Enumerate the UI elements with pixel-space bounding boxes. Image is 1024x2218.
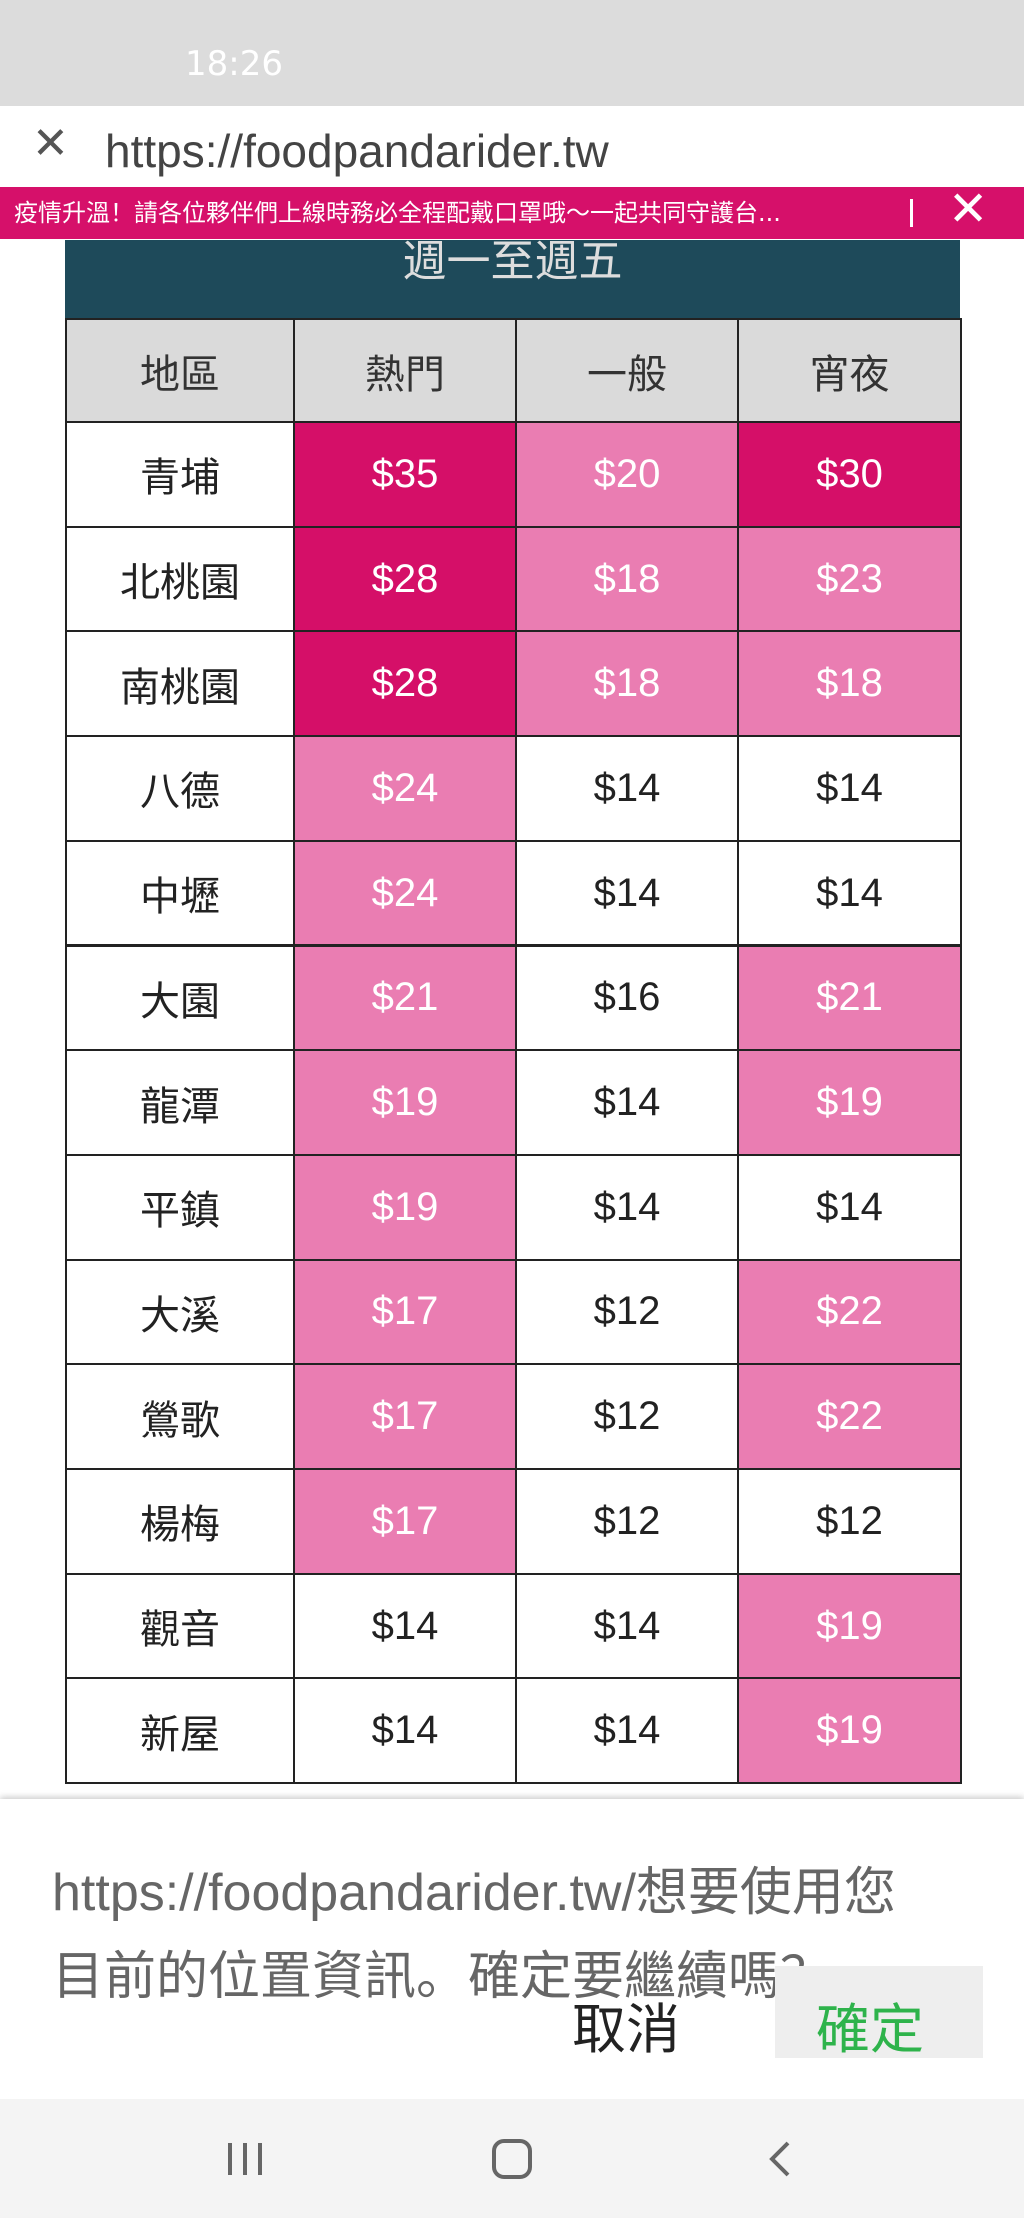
table-cell: $14 (515, 1049, 739, 1156)
table-cell: $17 (293, 1258, 517, 1366)
banner: 疫情升溫！請各位夥伴們上線時務必全程配戴口罩哦～一起共同守護台... ✕ (0, 183, 1024, 239)
table-cell: $28 (293, 525, 517, 633)
table-cell: $19 (293, 1153, 517, 1261)
close-button[interactable]: ✕ (32, 118, 69, 169)
url-bar (0, 106, 1024, 186)
banner-close[interactable]: ✕ (948, 181, 989, 237)
table-cell: $20 (515, 421, 739, 528)
status-bar: 18:26 (0, 0, 1024, 106)
table-cell: $14 (515, 839, 739, 947)
table-cell: $14 (293, 1677, 517, 1785)
table-cell: 楊梅 (65, 1468, 295, 1575)
table-cell: $14 (515, 735, 739, 842)
button-bg (775, 1966, 983, 2058)
table-cell: 一般 (515, 318, 739, 423)
home-icon[interactable] (492, 2139, 532, 2179)
table-cell: $14 (737, 839, 962, 947)
table-cell: 平鎮 (65, 1153, 295, 1261)
separator (910, 199, 913, 227)
table-cell: $14 (515, 1677, 739, 1785)
table-cell: $35 (293, 421, 517, 528)
table-cell: $19 (293, 1049, 517, 1156)
table-cell: $12 (515, 1258, 739, 1366)
banner-text: 疫情升溫！請各位夥伴們上線時務必全程配戴口罩哦～一起共同守護台... (14, 199, 781, 227)
nav-bar (0, 2099, 1024, 2218)
table-cell: $18 (737, 630, 962, 738)
table-cell: 大園 (65, 944, 295, 1052)
table-cell: $24 (293, 735, 517, 842)
url[interactable]: https://foodpandarider.tw (105, 125, 609, 177)
table-cell: $12 (737, 1468, 962, 1575)
table-cell: $21 (293, 944, 517, 1052)
table-cell: 中壢 (65, 839, 295, 947)
table-cell: 南桃園 (65, 630, 295, 738)
table-cell: 大溪 (65, 1258, 295, 1366)
table-cell: $23 (737, 525, 962, 633)
table-cell: 宵夜 (737, 318, 962, 423)
table-cell: $14 (737, 1153, 962, 1261)
table-cell: $18 (515, 525, 739, 633)
table-cell: $22 (737, 1363, 962, 1470)
table-cell: 青埔 (65, 421, 295, 528)
table-cell: 熱門 (293, 318, 517, 423)
table-cell: $14 (293, 1572, 517, 1680)
table-cell: $22 (737, 1258, 962, 1366)
permission-dialog: https://foodpandarider.tw/想要使用您目前的位置資訊。確… (0, 1799, 1024, 2099)
table-cell: 新屋 (65, 1677, 295, 1785)
table-cell: $14 (515, 1572, 739, 1680)
table-cell: $12 (515, 1468, 739, 1575)
table-cell: $19 (737, 1677, 962, 1785)
table-cell: 鶯歌 (65, 1363, 295, 1470)
table-cell: 八德 (65, 735, 295, 842)
table-cell: 北桃園 (65, 525, 295, 633)
table-cell: 觀音 (65, 1572, 295, 1680)
back-icon[interactable] (769, 2141, 790, 2177)
table-cell: $17 (293, 1468, 517, 1575)
table-title: 週一至週五 (65, 240, 960, 318)
table-cell: $18 (515, 630, 739, 738)
table-cell: $19 (737, 1572, 962, 1680)
table-cell: $12 (515, 1363, 739, 1470)
table-cell: $28 (293, 630, 517, 738)
table-cell: $17 (293, 1363, 517, 1470)
table-cell: $16 (515, 944, 739, 1052)
time: 18:26 (185, 44, 283, 84)
dialog-message: https://foodpandarider.tw/想要使用您目前的位置資訊。確… (52, 1864, 896, 2006)
table-cell: $19 (737, 1049, 962, 1156)
table-cell: 地區 (65, 318, 295, 423)
table-cell: $24 (293, 839, 517, 947)
table-cell: $14 (515, 1153, 739, 1261)
table-cell: $14 (737, 735, 962, 842)
table-cell: $21 (737, 944, 962, 1052)
table-cell: 龍潭 (65, 1049, 295, 1156)
table-cell: $30 (737, 421, 962, 528)
cancel-button[interactable]: 取消 (572, 1998, 680, 2061)
confirm-button[interactable]: 確定 (816, 1998, 924, 2061)
